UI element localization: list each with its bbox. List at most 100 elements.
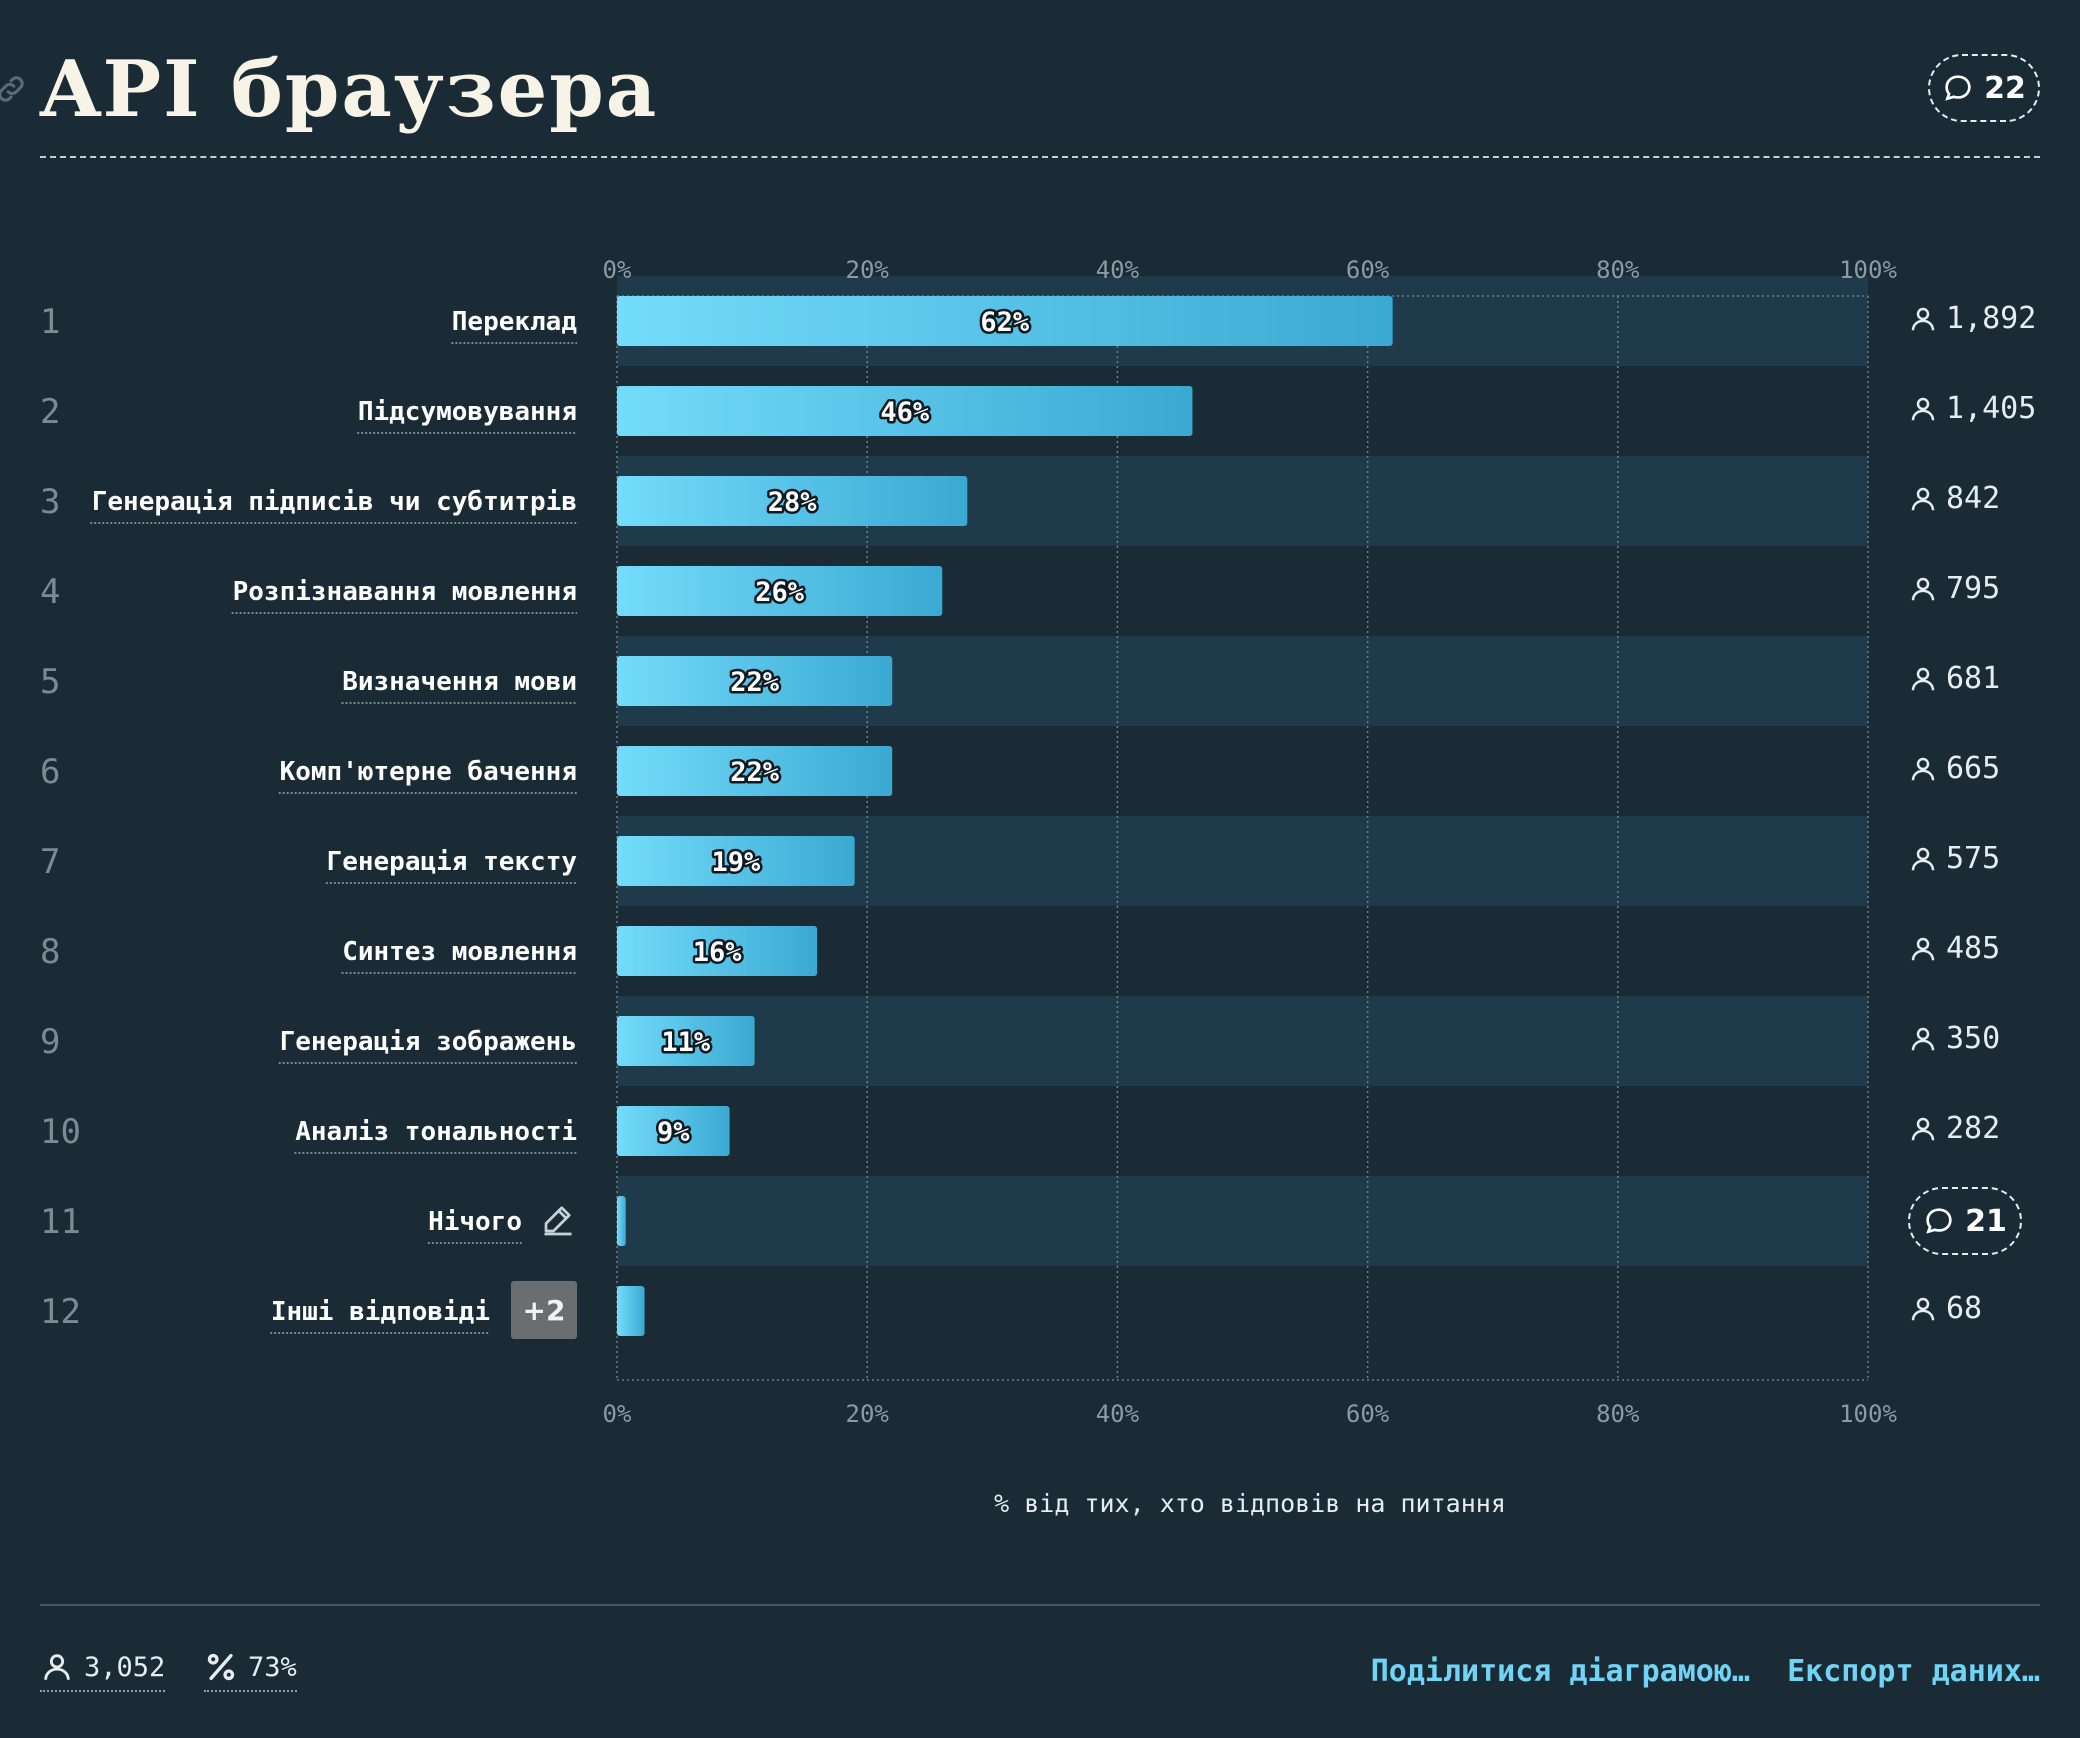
respondents-stat[interactable]: 3,052 [40,1650,166,1692]
person-icon [1908,664,1938,694]
respondent-count-value: 68 [1946,1291,1983,1326]
person-icon [1908,484,1938,514]
row-rank: 10 [40,1112,81,1152]
respondent-count-value: 350 [1946,1021,2001,1056]
export-data-button[interactable]: Експорт даних… [1787,1654,2040,1689]
bar[interactable] [617,1286,645,1336]
person-icon [1908,394,1938,424]
bar[interactable] [617,476,968,526]
bar-value-label: 22% [730,757,780,788]
bar-value-label: 9% [657,1117,690,1148]
x-tick-label-top: 60% [1346,256,1390,284]
bar[interactable] [617,656,893,706]
category-label[interactable]: Комп'ютерне бачення [280,757,577,787]
category-label[interactable]: Переклад [452,307,577,337]
bar-value-label: 22% [730,667,780,698]
x-tick-label-top: 80% [1596,256,1640,284]
link-icon[interactable] [0,72,28,106]
bar-value-label: 16% [693,937,743,968]
category-label[interactable]: Підсумовування [358,397,577,427]
respondent-count-value: 485 [1946,931,2001,966]
bar[interactable] [617,836,855,886]
share-chart-button[interactable]: Поділитися діаграмою… [1370,1654,1750,1689]
row-band [617,996,1868,1086]
category-label[interactable]: Визначення мови [342,667,577,697]
bar[interactable] [617,1106,730,1156]
respondent-count: 795 [1908,571,2000,606]
bar-value-label: 26% [755,577,805,608]
page-title: API браузера [40,44,659,135]
x-tick-label-bottom: 100% [1839,1400,1897,1428]
category-label[interactable]: Нічого [428,1207,522,1237]
comment-icon [1945,75,1971,101]
respondent-count-value: 665 [1946,751,2001,786]
bar[interactable] [617,1016,755,1066]
respondent-count-value: 842 [1946,481,2001,516]
row-rank: 3 [40,482,60,522]
row-rank: 5 [40,662,60,702]
bar[interactable] [617,566,943,616]
person-icon [1908,754,1938,784]
bar[interactable] [617,386,1193,436]
row-comments-button[interactable]: 21 [1908,1187,2022,1255]
row-rank: 4 [40,572,60,612]
respondent-count: 1,405 [1908,391,2036,426]
row-rank: 8 [40,932,60,972]
x-tick-label-top: 40% [1096,256,1140,284]
respondents-count: 3,052 [84,1651,166,1683]
respondent-count: 665 [1908,751,2000,786]
category-label[interactable]: Генерація зображень [280,1027,577,1057]
person-icon [1908,844,1938,874]
category-label[interactable]: Аналіз тональності [295,1117,577,1147]
person-icon [44,1654,70,1680]
x-tick-label-bottom: 60% [1346,1400,1390,1428]
person-icon [1908,574,1938,604]
category-label[interactable]: Синтез мовлення [342,937,577,967]
respondent-count: 68 [1908,1291,1982,1326]
person-icon [1908,1024,1938,1054]
category-label[interactable]: Розпізнавання мовлення [233,577,577,607]
respondent-count: 282 [1908,1111,2000,1146]
respondent-count-value: 795 [1946,571,2001,606]
respondent-count-value: 575 [1946,841,2001,876]
chart-footer: 3,052 73% Поділитися діаграмою… Експорт … [40,1640,2040,1700]
x-tick-label-bottom: 40% [1096,1400,1140,1428]
pencil-icon[interactable] [540,1201,576,1241]
bar[interactable] [617,296,1393,346]
bar[interactable] [617,926,818,976]
bar-chart: 0% 0% 20% 20% 40% 40% 60% 60% 80% 80% 100% 100% 1 Пер… [40,256,1897,1518]
category-label[interactable]: Генерація тексту [327,847,577,877]
comment-icon [1926,1208,1952,1234]
respondent-count: 842 [1908,481,2000,516]
bar-value-label: 28% [768,487,818,518]
x-tick-label-bottom: 0% [603,1400,632,1428]
bar-value-label: 62% [980,307,1030,338]
x-axis-label: % від тих, хто відповів на питання [994,1489,1506,1518]
bar[interactable] [617,746,893,796]
x-tick-label-bottom: 20% [846,1400,890,1428]
category-label[interactable]: Інші відповіді [271,1297,490,1327]
response-rate-stat[interactable]: 73% [204,1650,297,1692]
comments-button[interactable]: 22 [1928,54,2040,122]
respondent-count-value: 1,892 [1946,301,2037,336]
respondent-count: 681 [1908,661,2000,696]
response-rate: 73% [248,1651,297,1683]
row-band [617,1176,1868,1266]
respondent-count-value: 282 [1946,1111,2001,1146]
row-rank: 7 [40,842,60,882]
bar-value-label: 11% [661,1027,711,1058]
x-tick-label-top: 100% [1839,256,1897,284]
row-rank: 12 [40,1292,81,1332]
x-tick-label-bottom: 80% [1596,1400,1640,1428]
respondent-count: 350 [1908,1021,2000,1056]
category-label[interactable]: Генерація підписів чи субтитрів [92,487,577,517]
respondent-count: 1,892 [1908,301,2036,336]
row-rank: 9 [40,1022,60,1062]
x-tick-label-top: 0% [603,256,632,284]
respondent-count-value: 1,405 [1946,391,2037,426]
bar-value-label: 46% [880,397,930,428]
footer-divider [40,1604,2040,1606]
person-icon [1908,304,1938,334]
more-answers-tag[interactable]: +2 [511,1281,577,1339]
bar[interactable] [617,1196,626,1246]
